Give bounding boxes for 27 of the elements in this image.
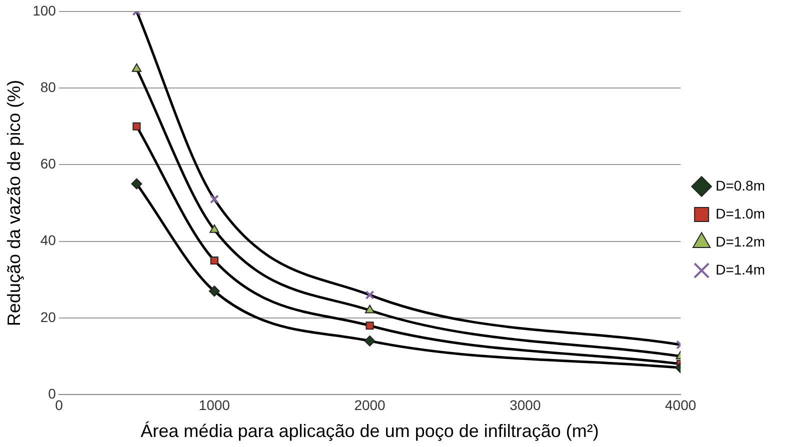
y-tick-label: 100 bbox=[32, 2, 56, 18]
y-axis-title: Redução da vazão de pico (%) bbox=[4, 80, 24, 326]
y-tick-label: 20 bbox=[40, 308, 56, 325]
point bbox=[131, 178, 142, 190]
point bbox=[132, 122, 141, 130]
legend-label: D=0.8m bbox=[716, 177, 766, 194]
x-tick-label: 3000 bbox=[510, 396, 541, 413]
x-tick-label: 4000 bbox=[665, 396, 696, 413]
y-tick-label: 80 bbox=[40, 78, 56, 95]
point bbox=[210, 194, 219, 204]
point bbox=[364, 304, 375, 314]
y-tick-label: 40 bbox=[40, 232, 56, 248]
legend-label: D=1.2m bbox=[716, 233, 766, 250]
y-tick-label: 60 bbox=[40, 156, 56, 172]
point bbox=[210, 256, 218, 265]
point bbox=[365, 290, 374, 300]
legend-label: D=1.4m bbox=[716, 261, 766, 278]
legend-label: D=1.0m bbox=[716, 205, 766, 222]
point bbox=[364, 335, 376, 346]
x-tick-label: 1000 bbox=[198, 396, 230, 413]
y-tick-label: 0 bbox=[48, 385, 56, 402]
point bbox=[132, 63, 142, 72]
point bbox=[208, 286, 220, 297]
x-axis-title: Área média para aplicação de um poço de infiltração (m²) bbox=[140, 421, 599, 442]
point bbox=[366, 322, 374, 330]
x-tick-label: 2000 bbox=[354, 396, 386, 413]
point bbox=[210, 224, 220, 233]
